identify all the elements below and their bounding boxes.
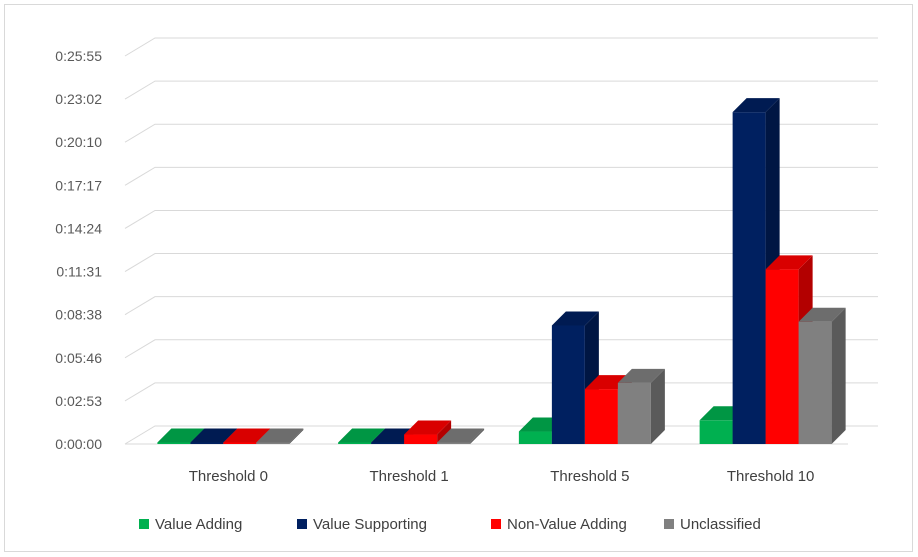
gridline [124, 166, 878, 186]
bar [437, 428, 485, 444]
bar-front [798, 321, 832, 444]
bar-front [518, 431, 552, 444]
gridline [124, 80, 878, 100]
y-tick-label: 0:02:53 [55, 393, 102, 409]
bar-front [371, 442, 405, 444]
bar-front [157, 442, 191, 444]
bar-top [256, 428, 304, 443]
bar-front [404, 434, 438, 444]
legend-item: Value Supporting [297, 516, 427, 533]
y-tick-label: 0:14:24 [55, 220, 102, 236]
gridline [124, 296, 878, 316]
bar-side [831, 307, 846, 444]
bar-front [551, 325, 585, 444]
legend-label: Value Adding [155, 516, 242, 533]
y-tick-label: 0:17:17 [55, 177, 102, 193]
gridline [124, 339, 878, 359]
y-tick-label: 0:23:02 [55, 91, 102, 107]
y-tick-label: 0:00:00 [55, 436, 102, 452]
y-axis-tick-labels: 0:00:00 0:02:53 0:05:46 0:08:38 0:11:31 0:14:… [55, 48, 102, 452]
bars [157, 98, 846, 444]
bar-top [190, 428, 238, 443]
legend-swatch [139, 519, 149, 529]
bar [404, 420, 452, 444]
bar-front [617, 382, 651, 444]
bar-side [289, 428, 304, 444]
gridline [124, 253, 878, 272]
bar [798, 307, 846, 444]
bar-top [157, 428, 205, 443]
legend-item: Unclassified [664, 516, 761, 533]
bar-top [798, 307, 846, 322]
bar-top [765, 255, 813, 270]
bar [256, 428, 304, 444]
bar-front [699, 420, 733, 444]
bar-top [732, 98, 780, 113]
bar-front [765, 269, 799, 444]
bar-top [617, 368, 665, 383]
bar-top [338, 428, 386, 443]
legend: Value Adding Value Supporting Non-Value Ad… [139, 516, 761, 533]
gridline [124, 123, 878, 143]
gridline [124, 37, 878, 57]
legend-item: Non-Value Adding [491, 516, 627, 533]
bar-top [223, 428, 271, 443]
y-tick-label: 0:11:31 [56, 264, 102, 280]
bar-top [551, 311, 599, 326]
legend-swatch [491, 519, 501, 529]
bar-front [338, 442, 372, 444]
legend-label: Value Supporting [313, 516, 427, 533]
bar-side [437, 420, 452, 444]
legend-label: Unclassified [680, 516, 761, 533]
bar-front [732, 112, 766, 444]
gridline [124, 209, 878, 229]
x-category-label: Threshold 10 [727, 468, 815, 485]
y-tick-label: 0:08:38 [55, 307, 102, 323]
legend-item: Value Adding [139, 516, 242, 533]
legend-swatch [297, 519, 307, 529]
legend-label: Non-Value Adding [507, 516, 627, 533]
bar-front [223, 442, 257, 444]
bar [617, 368, 665, 444]
bar-side [470, 428, 485, 444]
legend-swatch [664, 519, 674, 529]
y-tick-label: 0:25:55 [55, 48, 102, 64]
y-tick-label: 0:05:46 [55, 350, 102, 366]
bar-side [650, 368, 665, 444]
bar-front [584, 389, 618, 444]
bar-front [256, 442, 290, 444]
bar-top [404, 420, 452, 435]
bar-front [437, 442, 471, 444]
bar-front [190, 442, 224, 444]
x-category-label: Threshold 0 [189, 468, 268, 485]
y-tick-label: 0:20:10 [55, 134, 102, 150]
x-category-label: Threshold 1 [370, 468, 449, 485]
x-axis-category-labels: Threshold 0 Threshold 1 Threshold 5 Thresho… [189, 468, 815, 485]
x-category-label: Threshold 5 [550, 468, 629, 485]
bar-top [437, 428, 485, 443]
